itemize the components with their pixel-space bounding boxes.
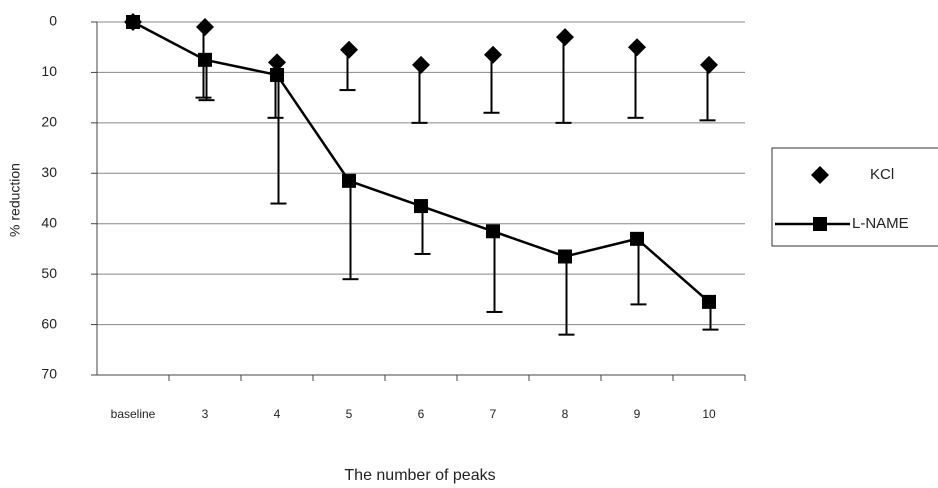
marker [700, 56, 718, 74]
error-bar [487, 231, 503, 312]
marker [198, 53, 212, 67]
y-tick-label: 40 [41, 214, 57, 230]
marker [558, 249, 572, 263]
marker [196, 18, 214, 36]
error-bar [484, 55, 500, 113]
marker [484, 46, 502, 64]
marker [702, 295, 716, 309]
error-bar [631, 239, 647, 305]
y-tick-label: 10 [41, 63, 57, 79]
y-tick-label: 0 [49, 13, 57, 29]
error-bar [412, 65, 428, 123]
error-bar [415, 206, 431, 254]
x-tick-label: baseline [111, 407, 156, 421]
marker [412, 56, 430, 74]
legend-label: L-NAME [852, 215, 909, 232]
chart: The number of peaks % reduction 0 10 20 30 4… [0, 0, 938, 488]
y-tick-label: 20 [41, 114, 57, 130]
marker [556, 28, 574, 46]
marker [813, 217, 827, 231]
marker [126, 15, 140, 29]
y-tick-label: 50 [41, 265, 57, 281]
x-axis-label: The number of peaks [344, 467, 495, 484]
y-tick-label: 70 [41, 366, 57, 382]
error-bar [700, 65, 716, 120]
x-tick-label: 5 [346, 407, 353, 421]
marker [340, 41, 358, 59]
x-tick-label: 9 [634, 407, 641, 421]
error-bar [628, 47, 644, 118]
legend-label: KCl [870, 166, 894, 183]
x-tick-label: 3 [202, 407, 209, 421]
x-tick-label: 8 [562, 407, 569, 421]
error-bar [271, 75, 287, 204]
y-tick-label: 30 [41, 164, 57, 180]
marker [486, 224, 500, 238]
x-tick-label: 6 [418, 407, 425, 421]
x-tick-label: 4 [274, 407, 281, 421]
x-tick-label: 10 [702, 407, 716, 421]
x-tick-label: 7 [490, 407, 497, 421]
marker [630, 232, 644, 246]
y-tick-label: 60 [41, 315, 57, 331]
error-bar [559, 256, 575, 334]
marker [414, 199, 428, 213]
marker [342, 174, 356, 188]
y-axis-label: % reduction [7, 163, 23, 237]
error-bar [343, 181, 359, 279]
marker [270, 68, 284, 82]
marker [628, 38, 646, 56]
error-bar [556, 37, 572, 123]
